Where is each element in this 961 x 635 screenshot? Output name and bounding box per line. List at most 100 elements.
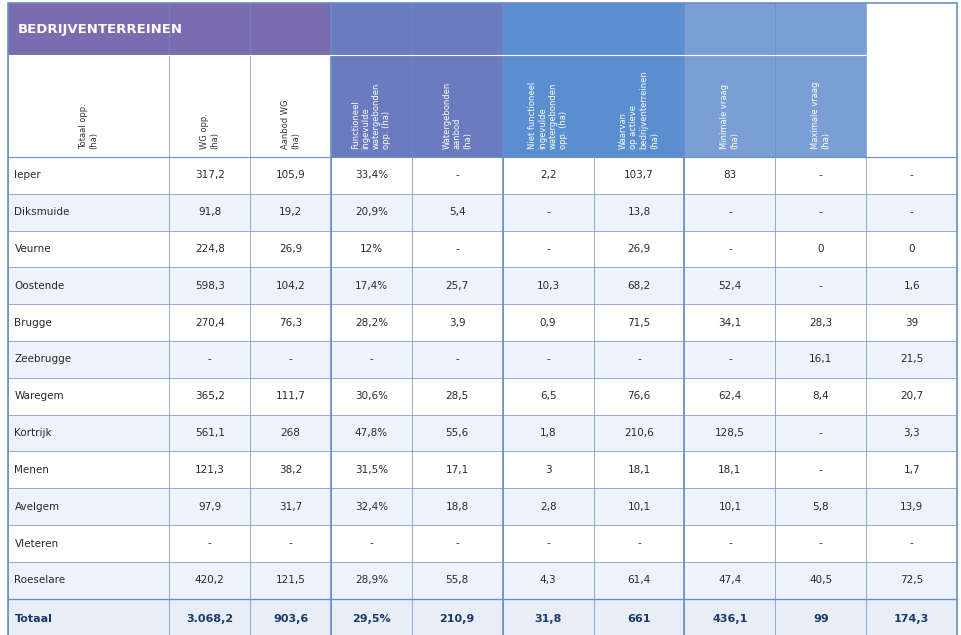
Text: 52,4: 52,4 [718, 281, 741, 291]
Text: 13,8: 13,8 [627, 207, 650, 217]
Text: Roeselare: Roeselare [14, 575, 65, 585]
Text: 2,8: 2,8 [539, 502, 555, 512]
Text: 26,9: 26,9 [279, 244, 302, 254]
Text: 55,8: 55,8 [445, 575, 468, 585]
Text: 71,5: 71,5 [627, 318, 650, 328]
Text: 561,1: 561,1 [194, 428, 225, 438]
Text: 28,2%: 28,2% [355, 318, 387, 328]
Text: -: - [818, 538, 822, 549]
Text: 121,5: 121,5 [275, 575, 306, 585]
Text: 68,2: 68,2 [627, 281, 650, 291]
Text: 39: 39 [904, 318, 918, 328]
Bar [8, 525, 956, 562]
Text: Aanbod WG
(ha): Aanbod WG (ha) [281, 100, 300, 149]
Text: Functioneel
ingevulde
watergebonden
opp. (ha): Functioneel ingevulde watergebonden opp.… [351, 83, 391, 149]
Bar [169, 55, 250, 157]
Text: 47,4: 47,4 [718, 575, 741, 585]
Bar [502, 55, 593, 157]
Text: 210,9: 210,9 [439, 615, 475, 624]
Text: 83: 83 [723, 170, 736, 180]
Text: 5,4: 5,4 [449, 207, 465, 217]
Bar [8, 451, 956, 488]
Bar [684, 3, 865, 55]
Text: 32,4%: 32,4% [355, 502, 387, 512]
Text: 268: 268 [281, 428, 300, 438]
Text: -: - [288, 538, 292, 549]
Text: 72,5: 72,5 [899, 575, 923, 585]
Text: Menen: Menen [14, 465, 49, 475]
Text: Totaal opp.
(ha): Totaal opp. (ha) [79, 104, 98, 149]
Bar [8, 231, 956, 267]
Text: Vleteren: Vleteren [14, 538, 59, 549]
Text: 436,1: 436,1 [711, 615, 747, 624]
Text: -: - [546, 244, 550, 254]
Text: -: - [727, 207, 731, 217]
Bar [775, 55, 865, 157]
Bar [593, 55, 684, 157]
Text: 5,8: 5,8 [812, 502, 828, 512]
Text: 97,9: 97,9 [198, 502, 221, 512]
Text: -: - [818, 207, 822, 217]
Text: 19,2: 19,2 [279, 207, 302, 217]
Text: 1,6: 1,6 [902, 281, 919, 291]
Text: 3: 3 [544, 465, 551, 475]
Text: 8,4: 8,4 [812, 391, 828, 401]
Text: -: - [546, 207, 550, 217]
Text: 18,1: 18,1 [627, 465, 650, 475]
Text: 3,9: 3,9 [449, 318, 465, 328]
Text: -: - [636, 538, 640, 549]
Bar [8, 378, 956, 415]
Text: Zeebrugge: Zeebrugge [14, 354, 71, 364]
Bar [8, 341, 956, 378]
Text: 76,6: 76,6 [627, 391, 650, 401]
Bar [331, 3, 502, 55]
Text: 365,2: 365,2 [194, 391, 225, 401]
Text: 4,3: 4,3 [539, 575, 555, 585]
Text: -: - [369, 354, 373, 364]
Text: 16,1: 16,1 [808, 354, 831, 364]
Text: 91,8: 91,8 [198, 207, 221, 217]
Bar [684, 55, 775, 157]
Text: 25,7: 25,7 [445, 281, 468, 291]
Text: -: - [546, 538, 550, 549]
Text: 20,9%: 20,9% [355, 207, 387, 217]
Text: -: - [208, 354, 211, 364]
Text: 10,1: 10,1 [627, 502, 650, 512]
Text: 62,4: 62,4 [718, 391, 741, 401]
Text: WG opp.
(ha): WG opp. (ha) [200, 114, 219, 149]
Text: Veurne: Veurne [14, 244, 51, 254]
Text: 598,3: 598,3 [194, 281, 225, 291]
Text: 128,5: 128,5 [714, 428, 744, 438]
Text: 40,5: 40,5 [808, 575, 831, 585]
Text: -: - [455, 538, 458, 549]
Text: 21,5: 21,5 [899, 354, 923, 364]
Text: 661: 661 [627, 615, 650, 624]
Text: Brugge: Brugge [14, 318, 52, 328]
Text: 55,6: 55,6 [445, 428, 468, 438]
Text: Minimale vraag
(ha): Minimale vraag (ha) [720, 84, 739, 149]
Text: 18,8: 18,8 [445, 502, 468, 512]
Text: 29,5%: 29,5% [352, 615, 390, 624]
Text: 13,9: 13,9 [899, 502, 923, 512]
Text: 38,2: 38,2 [279, 465, 302, 475]
Text: Ieper: Ieper [14, 170, 41, 180]
Text: Totaal: Totaal [14, 615, 52, 624]
Text: 104,2: 104,2 [276, 281, 305, 291]
Text: 34,1: 34,1 [718, 318, 741, 328]
Text: 0,9: 0,9 [539, 318, 555, 328]
Bar [8, 304, 956, 341]
Bar [8, 194, 956, 231]
Text: 210,6: 210,6 [624, 428, 653, 438]
Text: Oostende: Oostende [14, 281, 64, 291]
Text: 270,4: 270,4 [195, 318, 224, 328]
Bar [8, 267, 956, 304]
Text: 33,4%: 33,4% [355, 170, 387, 180]
Bar [411, 55, 502, 157]
Text: -: - [818, 170, 822, 180]
Bar [250, 55, 331, 157]
Text: 99: 99 [812, 615, 827, 624]
Text: 0: 0 [817, 244, 824, 254]
Text: 111,7: 111,7 [275, 391, 306, 401]
Text: 28,5: 28,5 [445, 391, 468, 401]
Text: 12%: 12% [359, 244, 382, 254]
